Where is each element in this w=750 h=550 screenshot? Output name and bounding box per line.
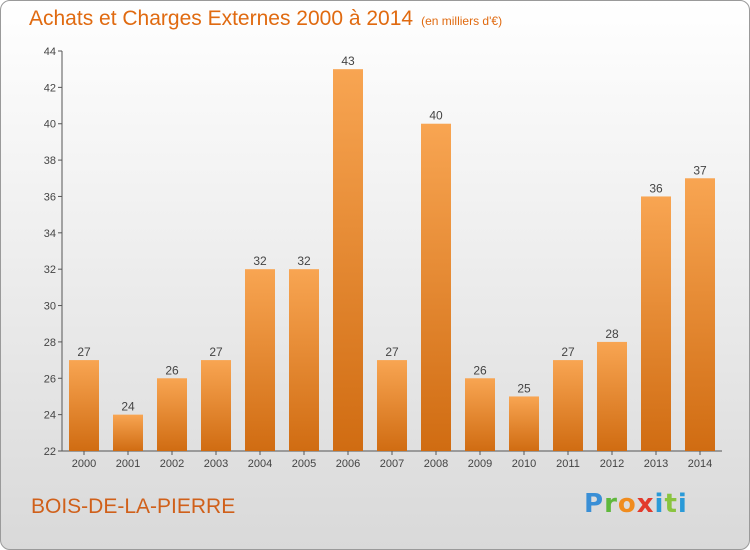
x-tick-label: 2011: [556, 458, 580, 470]
bar-value-label: 25: [517, 381, 531, 395]
y-tick-label: 22: [44, 446, 56, 458]
bar-2008: [421, 123, 451, 452]
chart-title: Achats et Charges Externes 2000 à 2014 (e…: [29, 7, 502, 31]
bar-value-label: 27: [77, 345, 91, 359]
chart-title-text: Achats et Charges Externes 2000 à 2014: [29, 7, 414, 30]
bars: [69, 69, 715, 452]
x-tick-label: 2002: [160, 458, 184, 470]
bar-2003: [201, 360, 231, 451]
commune-name: BOIS-DE-LA-PIERRE: [31, 495, 236, 518]
bar-value-label: 24: [121, 400, 135, 414]
y-tick-label: 36: [44, 191, 56, 203]
bar-2001: [113, 414, 143, 451]
y-tick-label: 38: [44, 155, 56, 167]
bar-2005: [289, 269, 319, 451]
bar-value-label: 27: [561, 345, 575, 359]
bar-value-label: 43: [341, 54, 355, 68]
y-tick-label: 30: [44, 301, 56, 313]
bar-value-label: 36: [649, 181, 663, 195]
bar-value-label: 27: [385, 345, 399, 359]
bar-value-label: 28: [605, 327, 619, 341]
bar-2006: [333, 69, 363, 451]
y-tick-label: 24: [44, 410, 56, 422]
y-tick-label: 40: [44, 119, 56, 131]
bar-2007: [377, 360, 407, 451]
bar-2004: [245, 269, 275, 451]
bar-value-label: 37: [693, 163, 707, 177]
bar-2010: [509, 396, 539, 451]
x-tick-label: 2001: [116, 458, 140, 470]
x-tick-label: 2010: [512, 458, 536, 470]
x-tick-label: 2000: [72, 458, 96, 470]
x-tick-label: 2003: [204, 458, 228, 470]
chart-subtitle: (en milliers d'€): [421, 14, 503, 28]
x-tick-label: 2009: [468, 458, 492, 470]
x-tick-label: 2005: [292, 458, 316, 470]
bar-value-label: 32: [253, 254, 267, 268]
bar-value-label: 32: [297, 254, 311, 268]
bar-2002: [157, 378, 187, 451]
y-tick-label: 34: [44, 228, 56, 240]
proxiti-logo: Proxiti: [584, 489, 688, 519]
bar-2012: [597, 341, 627, 451]
x-tick-label: 2014: [688, 458, 712, 470]
value-labels: 27 24 26 27 32 32 43 27 40 26 25 27 28 36 37: [77, 54, 707, 413]
y-tick-label: 32: [44, 264, 56, 276]
y-tick-label: 28: [44, 337, 56, 349]
y-tick-label: 42: [44, 82, 56, 94]
x-tick-label: 2012: [600, 458, 624, 470]
bar-2014: [685, 178, 715, 452]
x-tick-label: 2008: [424, 458, 448, 470]
y-tick-label: 44: [44, 46, 56, 58]
bar-value-label: 26: [165, 363, 179, 377]
x-tick-label: 2004: [248, 458, 272, 470]
x-tick-label: 2013: [644, 458, 668, 470]
bar-value-label: 40: [429, 109, 443, 123]
x-tick-label: 2007: [380, 458, 404, 470]
y-tick-label: 26: [44, 373, 56, 385]
bar-value-label: 26: [473, 363, 487, 377]
bar-2009: [465, 378, 495, 451]
bar-2013: [641, 196, 671, 451]
bar-2000: [69, 360, 99, 451]
bar-2011: [553, 360, 583, 451]
x-tick-label: 2006: [336, 458, 360, 470]
bar-value-label: 27: [209, 345, 223, 359]
